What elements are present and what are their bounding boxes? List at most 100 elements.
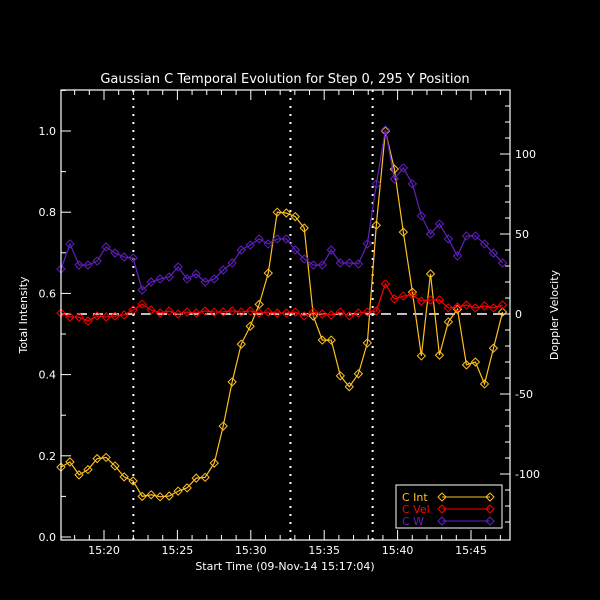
data-point-diamond <box>308 307 319 317</box>
y2-axis-label: Doppler Velocity <box>548 269 561 360</box>
x-tick-label: 15:30 <box>235 544 267 557</box>
data-point-diamond <box>281 308 292 318</box>
data-point-diamond <box>110 311 120 321</box>
data-point-diamond <box>164 306 174 316</box>
data-point-diamond <box>470 303 481 313</box>
data-point-diamond <box>380 279 391 289</box>
data-point-diamond <box>389 164 400 174</box>
data-point-diamond <box>227 258 237 268</box>
data-point-diamond <box>308 311 319 321</box>
data-point-diamond <box>128 476 138 486</box>
data-point-diamond <box>437 492 447 502</box>
data-point-diamond <box>209 458 219 468</box>
data-point-diamond <box>245 321 255 331</box>
data-point-diamond <box>191 308 201 318</box>
data-point-diamond <box>65 312 75 322</box>
data-point-diamond <box>497 300 508 310</box>
y2-tick-label: -50 <box>515 388 533 401</box>
data-point-diamond <box>272 308 282 318</box>
data-point-diamond <box>182 274 192 284</box>
data-point-diamond <box>488 248 499 258</box>
data-point-diamond <box>443 234 454 244</box>
data-point-diamond <box>437 516 447 526</box>
data-point-diamond <box>83 464 93 475</box>
y2-tick-label: 0 <box>515 308 522 321</box>
x-tick-label: 15:35 <box>308 544 340 557</box>
data-point-diamond <box>173 262 183 272</box>
data-point-diamond <box>146 277 156 287</box>
data-point-diamond <box>317 309 327 319</box>
data-point-diamond <box>416 296 427 306</box>
y-tick-label: 0.4 <box>39 369 57 382</box>
data-point-diamond <box>335 371 346 381</box>
data-point-diamond <box>317 335 327 345</box>
data-point-diamond <box>398 163 409 173</box>
data-point-diamond <box>425 269 436 279</box>
data-point-diamond <box>65 457 75 467</box>
axes: 15:20 15:25 15:30 15:35 15:40 15:45 0.0 0.2 0.4 0… <box>39 89 540 557</box>
data-point-diamond <box>461 231 472 241</box>
data-point-diamond <box>218 421 228 431</box>
data-point-diamond <box>227 377 237 387</box>
data-point-diamond <box>83 316 93 326</box>
data-point-diamond <box>137 299 147 309</box>
data-point-diamond <box>353 369 364 379</box>
data-point-diamond <box>344 382 355 392</box>
data-point-diamond <box>371 220 382 230</box>
y-tick-label: 0.6 <box>39 287 57 300</box>
data-point-diamond <box>443 317 454 327</box>
data-point-diamond <box>407 287 418 297</box>
data-point-diamond <box>200 306 210 316</box>
data-point-diamond <box>485 492 495 502</box>
data-point-diamond <box>245 306 255 316</box>
data-point-diamond <box>119 472 129 482</box>
data-point-diamond <box>146 490 156 500</box>
data-point-diamond <box>434 219 445 229</box>
data-point-diamond <box>488 303 499 313</box>
data-point-diamond <box>479 301 490 311</box>
data-point-diamond <box>416 351 427 361</box>
data-point-diamond <box>281 208 292 218</box>
data-point-diamond <box>416 211 427 221</box>
data-point-diamond <box>236 307 246 317</box>
data-point-diamond <box>452 302 463 312</box>
series-c-int <box>56 126 508 502</box>
data-point-diamond <box>128 253 138 263</box>
data-point-diamond <box>335 258 346 268</box>
data-point-diamond <box>290 211 300 222</box>
y2-tick-label: 100 <box>515 148 536 161</box>
data-point-diamond <box>101 312 111 322</box>
data-point-diamond <box>362 338 373 348</box>
data-point-diamond <box>353 308 364 318</box>
data-point-diamond <box>398 291 409 301</box>
data-point-diamond <box>434 295 445 305</box>
series-c-vel <box>56 279 508 326</box>
data-point-diamond <box>497 258 508 268</box>
plot-frame <box>60 89 511 541</box>
data-point-diamond <box>110 248 120 258</box>
y-tick-label: 0.8 <box>39 206 57 219</box>
data-point-diamond <box>191 269 201 279</box>
data-point-diamond <box>353 259 364 269</box>
data-point-diamond <box>200 472 210 483</box>
data-point-diamond <box>488 343 499 353</box>
data-point-diamond <box>362 239 373 249</box>
data-point-diamond <box>380 125 391 135</box>
data-point-diamond <box>137 285 147 295</box>
data-point-diamond <box>92 311 102 321</box>
data-point-diamond <box>389 174 400 184</box>
data-point-diamond <box>245 240 255 250</box>
data-point-diamond <box>326 310 336 320</box>
data-point-diamond <box>299 223 309 233</box>
data-point-diamond <box>65 239 75 249</box>
data-point-diamond <box>218 265 228 275</box>
data-point-diamond <box>182 307 192 317</box>
data-point-diamond <box>128 305 138 315</box>
data-point-diamond <box>326 335 336 345</box>
data-point-diamond <box>119 252 129 262</box>
data-point-diamond <box>434 350 445 360</box>
data-point-diamond <box>155 308 165 318</box>
legend-label: C W <box>402 515 424 528</box>
data-point-diamond <box>191 473 201 483</box>
